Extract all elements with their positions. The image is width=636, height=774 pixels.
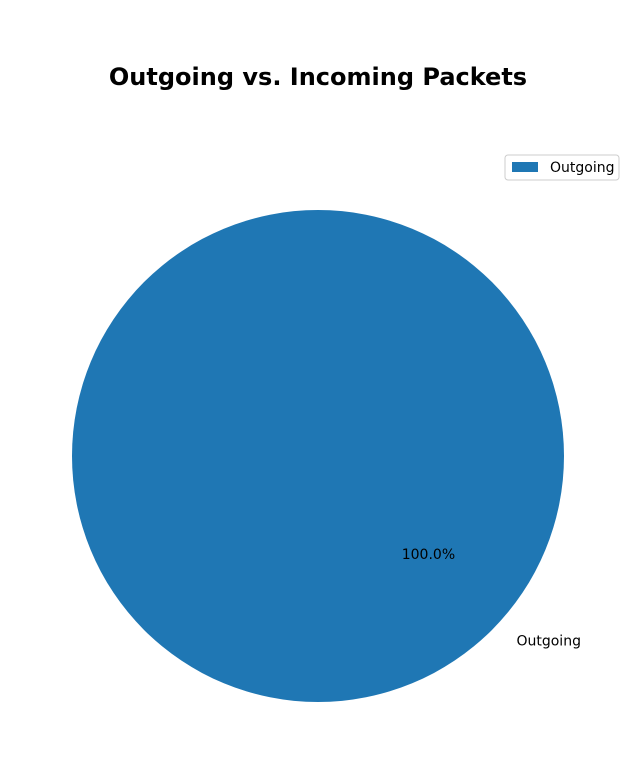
- pie-group: 100.0% Outgoing: [72, 210, 581, 702]
- chart-title: Outgoing vs. Incoming Packets: [109, 63, 527, 91]
- pie-slice-label-outgoing: Outgoing: [516, 634, 580, 650]
- pie-slice-outgoing: [72, 210, 564, 702]
- legend-swatch-outgoing: [512, 162, 538, 172]
- pie-pct-label-outgoing: 100.0%: [402, 547, 455, 563]
- legend-label-outgoing: Outgoing: [550, 160, 614, 176]
- legend: Outgoing: [504, 154, 620, 181]
- legend-frame: [504, 154, 620, 181]
